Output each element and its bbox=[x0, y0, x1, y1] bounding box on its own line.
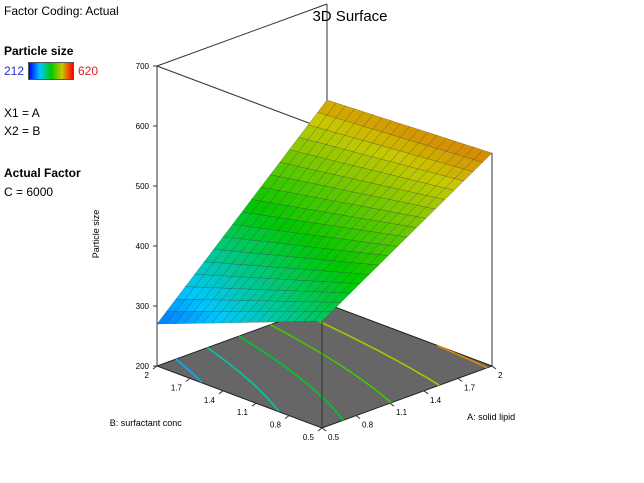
x-tick bbox=[491, 365, 497, 370]
x-tick bbox=[389, 402, 395, 407]
surface-cell bbox=[313, 248, 334, 261]
surface-cell bbox=[417, 158, 437, 172]
surface-cell bbox=[286, 245, 307, 258]
surface-cell bbox=[238, 311, 259, 323]
surface-cell bbox=[417, 132, 438, 146]
surface-cell bbox=[370, 197, 390, 210]
x-tick-label: 1.7 bbox=[464, 383, 476, 392]
surface-cell bbox=[165, 311, 186, 325]
surface-cell bbox=[241, 213, 261, 228]
y-tick-label: 0.8 bbox=[270, 421, 282, 430]
surface-cell bbox=[203, 262, 224, 276]
y-axis-label: B: surfactant conc bbox=[110, 418, 183, 428]
surface-cell bbox=[266, 311, 287, 323]
z-tick-label: 700 bbox=[136, 62, 150, 71]
surface-cell bbox=[305, 222, 325, 236]
y-tick bbox=[185, 377, 191, 382]
surface-cell bbox=[343, 151, 364, 166]
x-axis-label: A: solid lipid bbox=[467, 412, 515, 422]
actual-factor-title: Actual Factor bbox=[4, 166, 81, 180]
surface-cell bbox=[156, 311, 177, 325]
z-tick-label: 500 bbox=[136, 182, 150, 191]
x-tick-label: 0.5 bbox=[328, 433, 340, 442]
surface-cell bbox=[472, 149, 493, 163]
legend-response-name: Particle size bbox=[4, 44, 74, 58]
surface-cell bbox=[445, 140, 465, 155]
box-top-edge bbox=[156, 3, 328, 67]
surface-cell bbox=[399, 153, 419, 167]
surface-cell bbox=[183, 311, 204, 324]
legend-max-value: 620 bbox=[78, 64, 99, 78]
contour-line bbox=[436, 344, 488, 369]
y-tick-label: 1.7 bbox=[171, 383, 183, 392]
y-tick-label: 0.5 bbox=[303, 433, 315, 442]
surface-cell bbox=[260, 174, 280, 190]
x-tick bbox=[355, 415, 361, 420]
x-tick-label: 0.8 bbox=[362, 421, 374, 430]
contour-line bbox=[175, 358, 203, 383]
contour-line bbox=[206, 346, 280, 412]
surface-cell bbox=[240, 265, 260, 278]
surface-cell bbox=[350, 273, 370, 285]
surface-cell bbox=[202, 311, 222, 324]
surface-cell bbox=[331, 282, 352, 294]
legend-min-value: 212 bbox=[4, 64, 25, 78]
y-tick bbox=[284, 415, 290, 420]
surface-cell bbox=[340, 283, 361, 294]
surface-cell bbox=[267, 278, 287, 291]
x-tick-label: 2 bbox=[498, 371, 503, 380]
y-tick bbox=[317, 427, 323, 432]
surface-cell bbox=[425, 197, 446, 210]
surface-cell bbox=[297, 168, 317, 183]
surface-cell bbox=[312, 311, 333, 322]
surface-cell bbox=[321, 302, 342, 313]
actual-factor-value: C = 6000 bbox=[4, 185, 54, 199]
z-tick-label: 300 bbox=[136, 302, 150, 311]
y-tick bbox=[152, 365, 158, 370]
x-tick bbox=[457, 377, 463, 382]
surface-cell bbox=[362, 142, 382, 158]
surface-cell bbox=[202, 287, 223, 301]
y-tick-label: 2 bbox=[145, 371, 150, 380]
y-tick bbox=[251, 402, 257, 407]
surface-cell bbox=[323, 225, 344, 239]
factor-coding-label: Factor Coding: Actual bbox=[4, 4, 119, 18]
x-tick-label: 1.4 bbox=[430, 396, 442, 405]
surface-cell bbox=[379, 186, 400, 200]
z-tick-label: 600 bbox=[136, 122, 150, 131]
surface-cell bbox=[389, 189, 409, 202]
surface-cell bbox=[368, 254, 389, 266]
factor-x2: X2 = B bbox=[4, 124, 41, 138]
x-tick-label: 1.1 bbox=[396, 408, 408, 417]
z-axis-label: Particle size bbox=[91, 210, 101, 259]
legend-color-bar bbox=[28, 62, 74, 80]
chart-title: 3D Surface bbox=[312, 8, 388, 25]
contour-line bbox=[301, 312, 440, 386]
surface-cell bbox=[361, 182, 382, 196]
surface-cell bbox=[378, 244, 399, 257]
surface-cell bbox=[230, 264, 251, 278]
surface-cell bbox=[203, 275, 223, 289]
z-tick-label: 200 bbox=[136, 362, 150, 371]
y-tick bbox=[218, 390, 224, 395]
x-tick bbox=[423, 390, 429, 395]
y-tick-label: 1.4 bbox=[204, 396, 216, 405]
factor-x1: X1 = A bbox=[4, 106, 40, 120]
x-tick bbox=[321, 427, 327, 432]
surface-cell bbox=[259, 202, 280, 217]
surface-cell bbox=[193, 311, 213, 324]
y-tick-label: 1.1 bbox=[237, 408, 249, 417]
surface-cell bbox=[332, 250, 352, 262]
box-top-edge bbox=[156, 65, 323, 129]
surface-cell bbox=[387, 235, 408, 247]
contour-line bbox=[238, 335, 344, 421]
contour-line bbox=[269, 323, 392, 404]
surface-cell bbox=[220, 311, 241, 324]
z-tick-label: 400 bbox=[136, 242, 150, 251]
